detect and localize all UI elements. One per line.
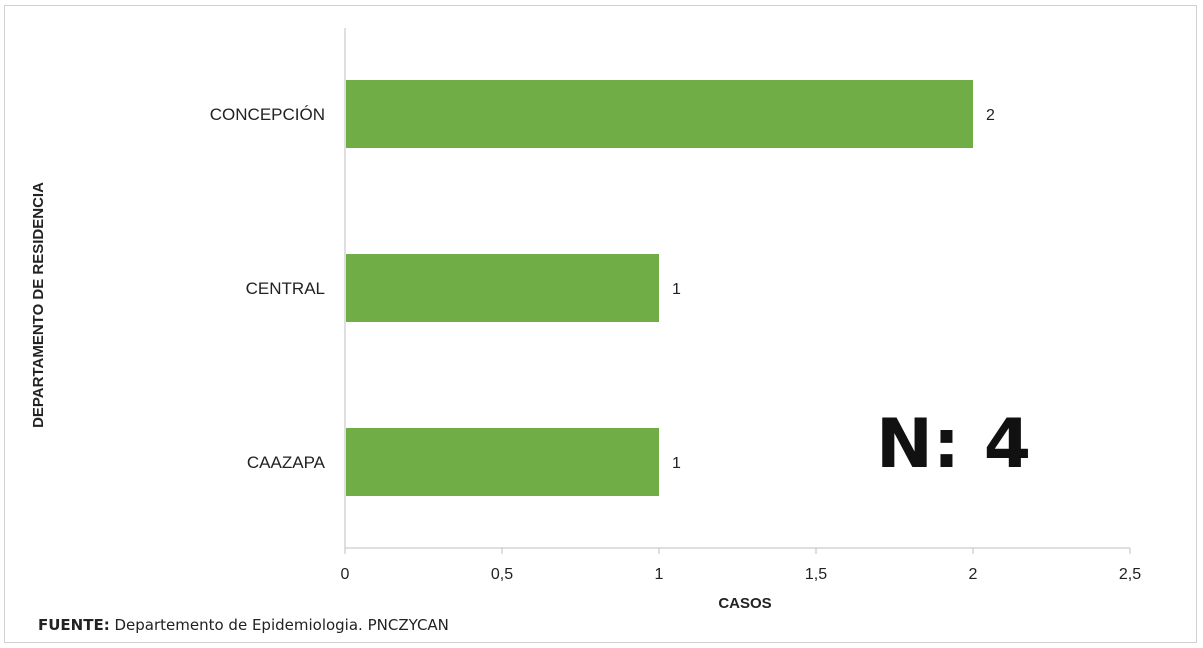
bar xyxy=(346,80,973,148)
source-label: FUENTE: xyxy=(38,616,110,634)
x-tick-label: 1,5 xyxy=(805,566,827,583)
x-tick-label: 1 xyxy=(655,566,664,583)
x-axis-title: CASOS xyxy=(718,595,771,612)
data-label: 1 xyxy=(672,281,681,298)
chart-frame xyxy=(4,5,1197,643)
category-label: CONCEPCIÓN xyxy=(210,105,325,124)
bars xyxy=(346,80,973,496)
x-tick-label: 0,5 xyxy=(491,566,513,583)
category-label: CAAZAPA xyxy=(247,453,326,472)
total-cases-label: N: 4 xyxy=(876,405,1032,484)
bar xyxy=(346,428,659,496)
data-label: 1 xyxy=(672,455,681,472)
x-tick-label: 2 xyxy=(969,566,978,583)
y-axis-title: DEPARTAMENTO DE RESIDENCIA xyxy=(30,182,47,428)
x-tick-label: 2,5 xyxy=(1119,566,1141,583)
axes xyxy=(344,28,1131,554)
category-label: CENTRAL xyxy=(246,279,325,298)
source-note: FUENTE: Departemento de Epidemiologia. P… xyxy=(38,616,449,634)
bar xyxy=(346,254,659,322)
data-label: 2 xyxy=(986,107,995,124)
source-text: Departemento de Epidemiologia. PNCZYCAN xyxy=(109,616,449,634)
x-tick-label: 0 xyxy=(341,566,350,583)
labels: 0 0,5 1 1,5 2 2,5 CONCEPCIÓN 2 CENTRAL 1 CAAZAPA 1 xyxy=(210,105,1141,583)
